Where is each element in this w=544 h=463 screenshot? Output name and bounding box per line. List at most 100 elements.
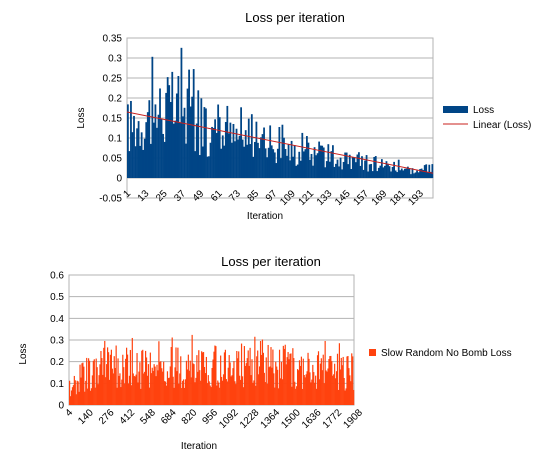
loss-bar xyxy=(216,385,218,405)
loss-bar xyxy=(347,356,349,405)
x-tick-label: 1364 xyxy=(259,407,283,431)
loss-bar xyxy=(248,365,250,405)
loss-bar xyxy=(114,367,116,405)
loss-bar xyxy=(221,135,224,178)
loss-bar xyxy=(107,347,109,405)
loss-bar xyxy=(305,374,307,405)
loss-bar xyxy=(203,367,206,405)
loss-bar xyxy=(223,145,226,178)
loss-bar xyxy=(379,165,382,178)
loss-bar xyxy=(231,142,233,178)
linear-trendline xyxy=(126,111,434,174)
loss-bar xyxy=(123,367,125,405)
loss-bar xyxy=(232,123,235,178)
loss-bar xyxy=(117,358,119,405)
loss-bar xyxy=(236,351,238,405)
loss-bar xyxy=(393,161,395,178)
loss-bar xyxy=(273,373,275,405)
loss-bar xyxy=(295,165,298,178)
loss-bar xyxy=(191,334,193,405)
loss-bar xyxy=(290,140,293,178)
loss-bar xyxy=(263,127,265,178)
loss-bar xyxy=(276,366,278,405)
loss-bar xyxy=(349,375,351,405)
loss-bar xyxy=(286,357,288,405)
loss-bar xyxy=(373,157,376,178)
loss-bar xyxy=(242,387,245,405)
loss-bar xyxy=(73,375,75,405)
loss-bar xyxy=(219,387,221,405)
loss-bar xyxy=(99,364,101,405)
loss-bar xyxy=(341,169,343,178)
loss-bar xyxy=(182,380,184,405)
chart-1: Loss per iteration -0.05 0 0.05 0.1 0.15 0.2 0… xyxy=(76,10,531,222)
loss-bar xyxy=(71,387,74,405)
loss-bar xyxy=(263,372,265,405)
loss-bar xyxy=(84,391,86,405)
x-tick-label: 412 xyxy=(118,407,138,427)
loss-bar xyxy=(246,358,248,405)
loss-bar xyxy=(344,390,346,405)
chart-1-bars xyxy=(127,47,434,178)
loss-bar xyxy=(399,170,402,178)
chart-1-title: Loss per iteration xyxy=(245,10,345,25)
loss-bar xyxy=(231,375,233,405)
loss-bar xyxy=(332,145,334,178)
loss-bar xyxy=(293,145,296,178)
loss-bar xyxy=(370,163,373,178)
loss-bar xyxy=(185,360,188,405)
loss-bar xyxy=(258,148,261,178)
loss-bar xyxy=(166,77,169,178)
loss-bar xyxy=(406,166,409,178)
loss-bar xyxy=(343,378,345,405)
y-tick-label: 0.3 xyxy=(50,336,64,347)
loss-bar xyxy=(321,370,323,405)
loss-bar xyxy=(79,364,81,405)
x-tick-label: 548 xyxy=(138,407,158,427)
loss-bar xyxy=(206,383,208,405)
loss-bar xyxy=(156,127,158,178)
legend-label-loss: Loss xyxy=(473,105,494,116)
loss-bar xyxy=(156,364,158,405)
loss-bar xyxy=(172,376,174,405)
loss-bar xyxy=(211,367,213,405)
loss-bar xyxy=(380,159,383,178)
loss-bar xyxy=(195,123,198,178)
loss-bar xyxy=(103,347,105,405)
loss-bar xyxy=(187,354,189,405)
loss-bar xyxy=(135,374,137,405)
loss-bar xyxy=(192,363,194,405)
loss-bar xyxy=(174,120,177,178)
loss-bar xyxy=(323,383,325,405)
loss-bar xyxy=(165,385,168,405)
loss-bar xyxy=(429,171,432,178)
loss-bar xyxy=(280,361,283,405)
y-tick-label: 0.5 xyxy=(50,292,64,303)
loss-bar xyxy=(175,347,177,405)
x-tick-label: 1772 xyxy=(321,407,345,431)
loss-bar xyxy=(278,127,281,178)
loss-bar xyxy=(388,166,391,178)
loss-bar xyxy=(203,107,206,178)
x-tick-label: 1908 xyxy=(341,407,365,431)
loss-bar xyxy=(136,128,138,178)
loss-bar xyxy=(183,387,186,405)
chart-2-title: Loss per iteration xyxy=(221,254,321,269)
loss-bar xyxy=(417,172,420,178)
loss-bar xyxy=(171,71,174,178)
loss-bar xyxy=(212,127,215,178)
loss-bar xyxy=(128,151,131,178)
loss-bar xyxy=(276,148,279,178)
loss-bar xyxy=(319,145,322,178)
loss-bar xyxy=(319,363,321,405)
loss-bar xyxy=(348,368,350,405)
loss-bar xyxy=(153,364,155,405)
loss-bar xyxy=(315,375,317,405)
loss-bar xyxy=(208,381,210,405)
loss-bar xyxy=(212,359,214,405)
loss-bar xyxy=(331,361,333,405)
loss-bar xyxy=(224,349,226,405)
loss-bar xyxy=(266,157,269,178)
loss-bar xyxy=(137,121,140,178)
